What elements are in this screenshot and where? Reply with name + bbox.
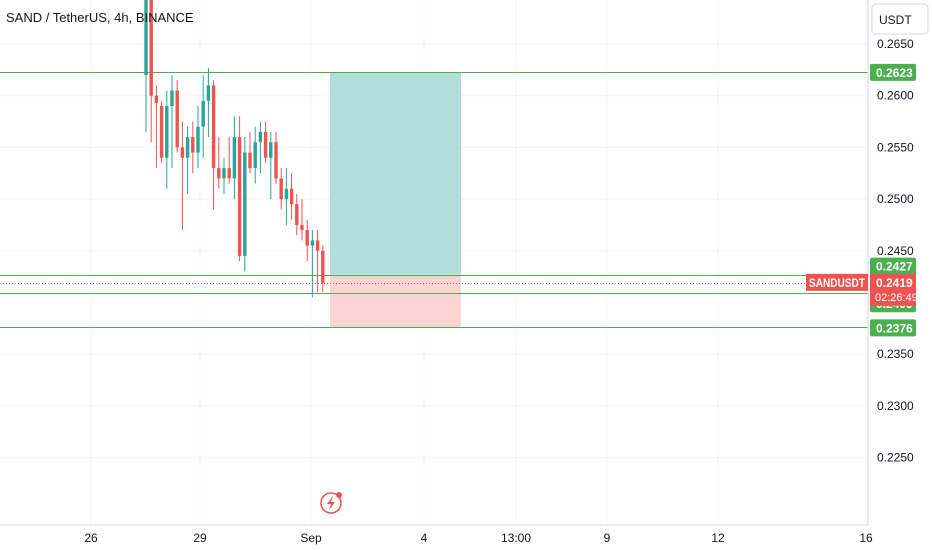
candle-body <box>310 240 315 246</box>
x-tick-label: 26 <box>84 531 98 545</box>
y-tick-label: 0.2250 <box>877 451 914 465</box>
price-axis[interactable]: USDT 0.2650 0.2600 0.2550 0.2500 0.2450 0.235… <box>867 0 932 525</box>
loss-zone[interactable] <box>330 274 461 328</box>
candle-body <box>315 240 320 251</box>
x-tick-labels: 26 29 Sep 4 13:00 9 12 16 <box>84 531 873 545</box>
level-tag-label: 0.2427 <box>876 260 913 274</box>
candle-body <box>180 147 185 158</box>
lightning-icon[interactable] <box>320 492 342 514</box>
candle-body <box>243 152 247 256</box>
level-tag-label: 0.2376 <box>876 321 913 335</box>
candle-body <box>191 137 195 153</box>
y-tick-label: 0.2550 <box>877 140 914 154</box>
x-tick-label: 9 <box>604 531 611 545</box>
currency-label: USDT <box>879 13 912 27</box>
candle-body <box>144 0 148 76</box>
level-tag-bg <box>870 257 916 275</box>
candle-body <box>321 250 325 283</box>
candle-body <box>269 142 273 158</box>
candle-body <box>258 131 263 143</box>
y-tick-label: 0.2300 <box>877 399 914 413</box>
time-axis[interactable]: 26 29 Sep 4 13:00 9 12 16 <box>0 524 873 545</box>
candle-body <box>274 142 278 179</box>
candle-body <box>284 188 289 200</box>
candle-body <box>263 131 268 158</box>
candlestick-series <box>144 0 325 298</box>
x-tick-label: 29 <box>193 531 207 545</box>
level-tag-bg <box>870 63 916 81</box>
y-tick-label: 0.2350 <box>877 347 914 361</box>
candle-body <box>253 142 257 169</box>
currency-button[interactable]: USDT <box>871 3 929 35</box>
candle-body <box>289 188 294 205</box>
y-tick-label: 0.2650 <box>877 37 914 51</box>
candle-body <box>217 168 221 179</box>
symbol-tag <box>806 273 868 291</box>
x-tick-label: 16 <box>859 531 873 545</box>
profit-zone[interactable] <box>330 71 461 275</box>
bar-countdown: 02:26:49 <box>875 292 918 304</box>
candle-body <box>149 0 153 96</box>
candle-body <box>175 90 179 148</box>
candle-body <box>305 230 309 246</box>
candle-body <box>232 137 237 179</box>
current-price-tag: SANDUSDT 0.2419 02:26:49 <box>806 273 918 306</box>
candle-body <box>165 106 169 158</box>
y-tick-labels: 0.2650 0.2600 0.2550 0.2500 0.2450 0.2350 0.23… <box>877 37 914 465</box>
y-tick-label: 0.2500 <box>877 192 914 206</box>
current-price-value: 0.2419 <box>876 276 913 290</box>
candle-body <box>248 152 252 169</box>
x-tick-label: 4 <box>421 531 428 545</box>
chart-title: SAND / TetherUS, 4h, BINANCE <box>6 10 194 25</box>
candle-body <box>211 85 216 169</box>
candle-body <box>300 224 304 231</box>
candle-body <box>185 137 190 158</box>
candle-body <box>222 168 226 179</box>
x-tick-label: 12 <box>711 531 725 545</box>
candle-body <box>279 178 283 200</box>
x-tick-label: Sep <box>300 531 322 545</box>
current-price-box <box>870 273 916 306</box>
candle-body <box>196 126 200 153</box>
level-tag-label: 0.2623 <box>876 66 913 80</box>
candle-body <box>201 100 205 127</box>
y-tick-label: 0.2600 <box>877 89 914 103</box>
x-tick-label: 13:00 <box>501 531 531 545</box>
candle-body <box>295 204 299 225</box>
candle-body <box>227 168 231 179</box>
level-tag-bg <box>870 319 916 337</box>
candle-body <box>170 90 174 107</box>
symbol-tag-label: SANDUSDT <box>809 276 866 290</box>
candle-body <box>159 106 164 158</box>
candle-body <box>237 137 242 256</box>
candle-body <box>206 85 211 101</box>
long-position-tool[interactable] <box>330 71 461 328</box>
candle-body <box>154 95 159 103</box>
y-tick-label: 0.2450 <box>877 244 914 258</box>
